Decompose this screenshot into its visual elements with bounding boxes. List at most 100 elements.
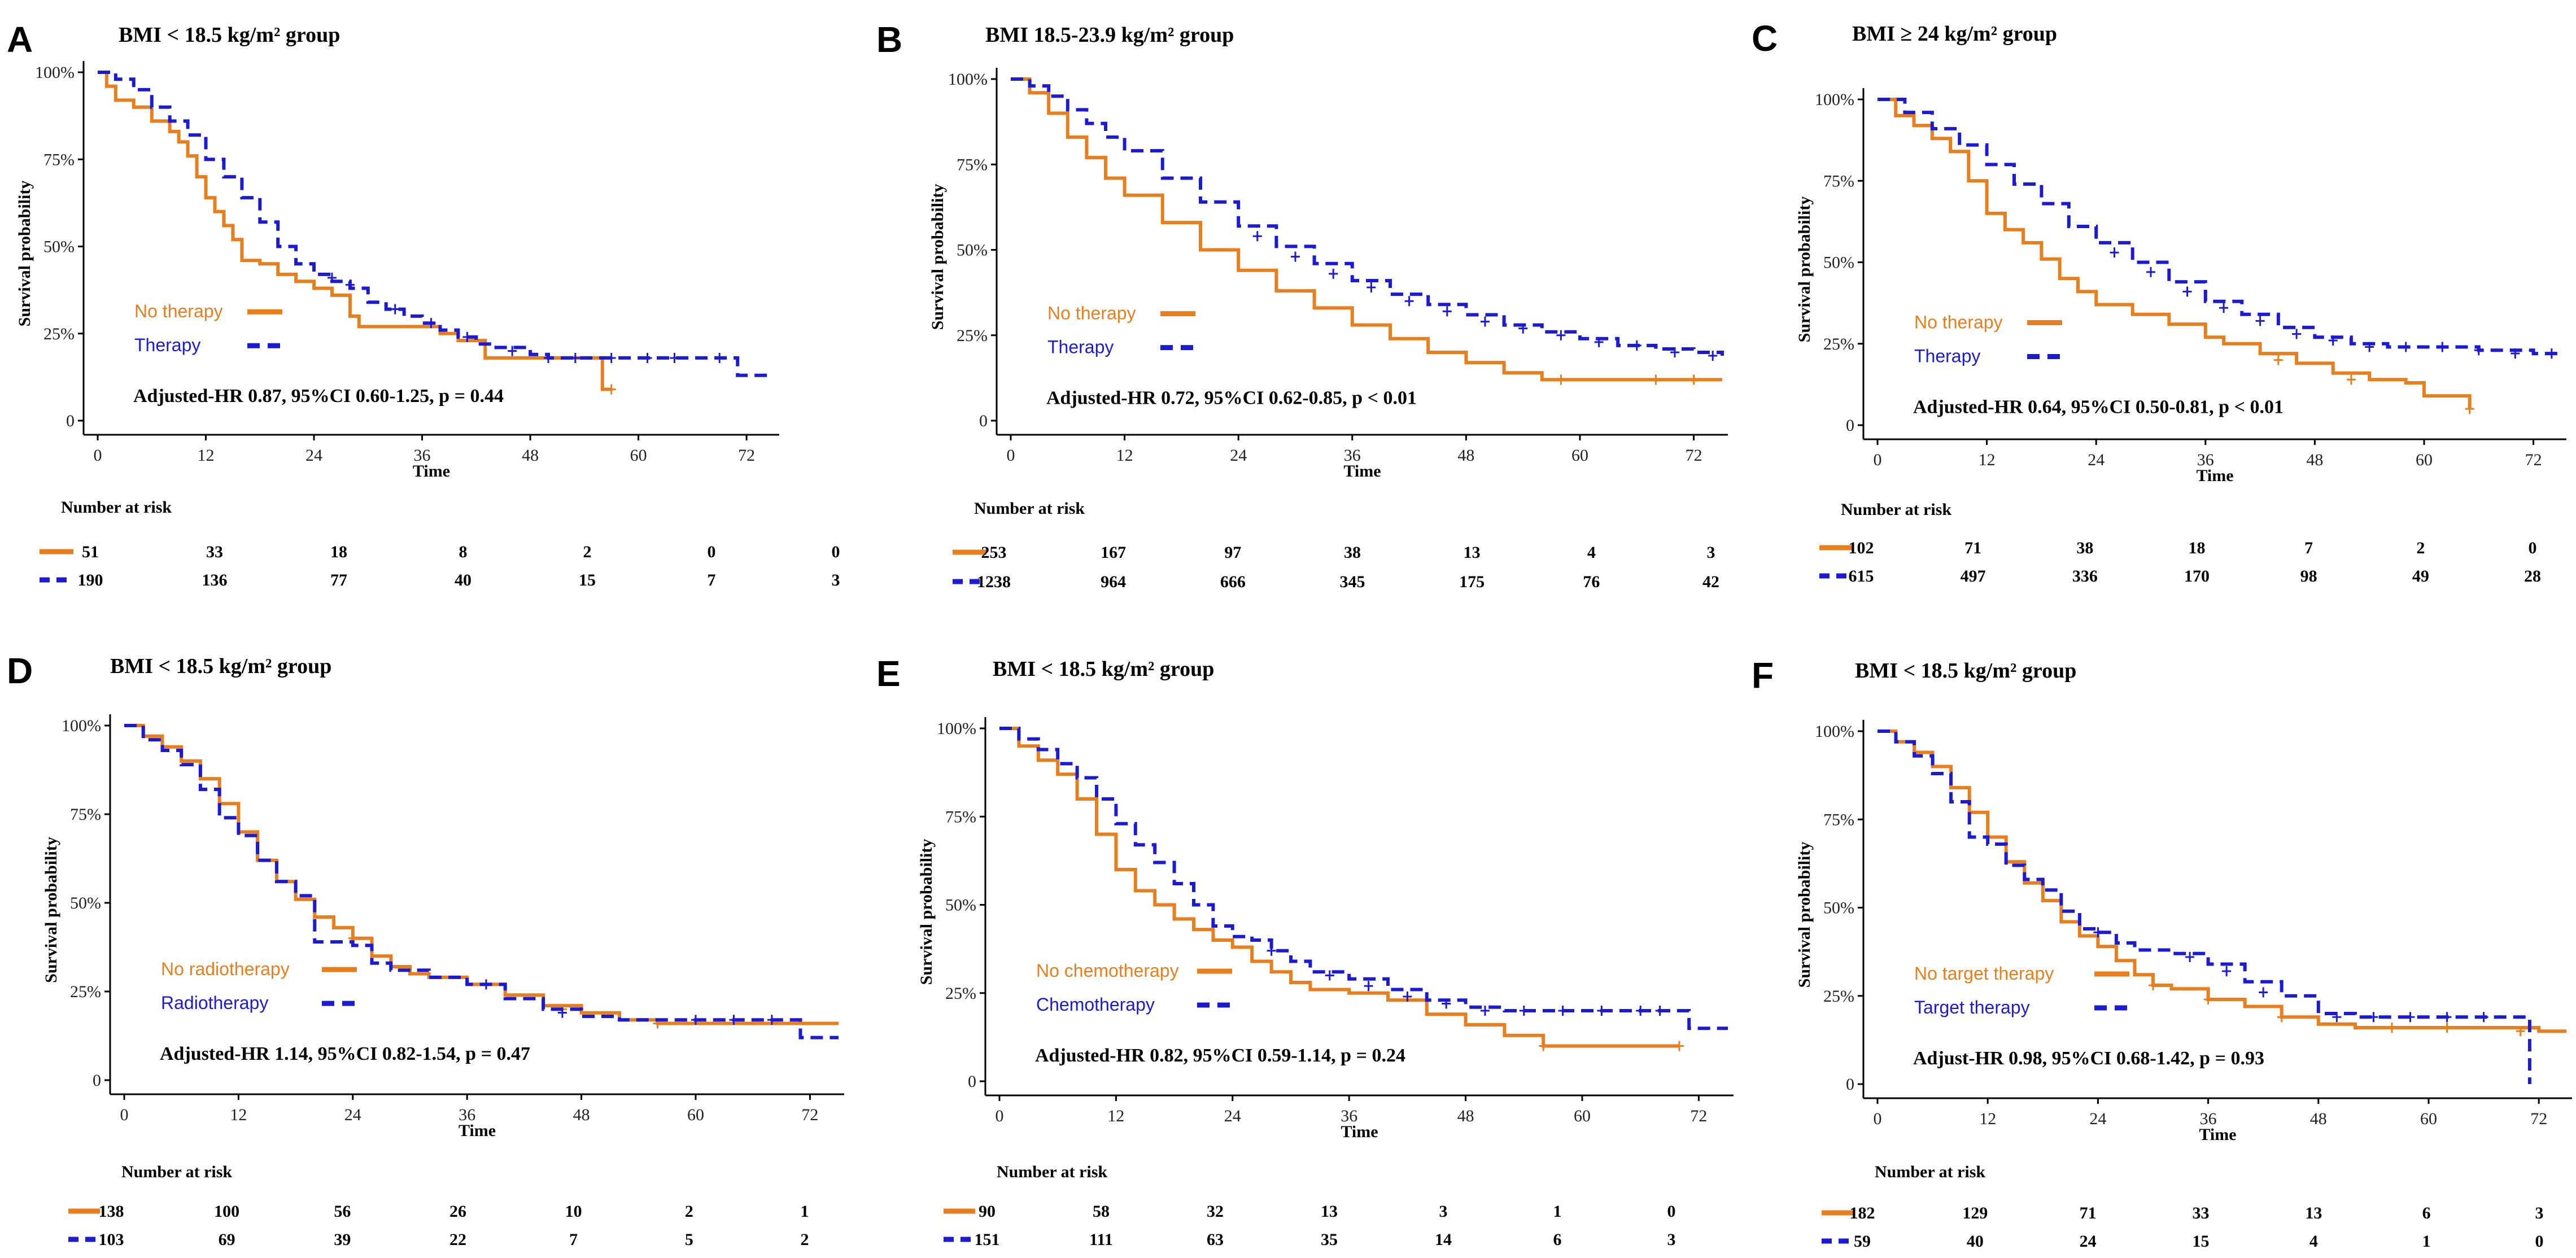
risk-cell: 336 — [2072, 567, 2098, 586]
x-tick-label: 48 — [522, 446, 539, 465]
risk-cell: 175 — [1459, 573, 1485, 591]
risk-cell: 18 — [2189, 539, 2206, 557]
x-tick-label: 24 — [1230, 446, 1247, 465]
y-tick-label: 50% — [1823, 254, 1854, 272]
risk-cell: 71 — [2080, 1204, 2097, 1222]
y-tick-label: 0 — [1846, 416, 1854, 435]
survival-curve-reference — [999, 727, 1679, 1048]
x-tick-label: 0 — [996, 1107, 1004, 1125]
risk-cell: 28 — [2524, 567, 2541, 586]
risk-cell: 7 — [2304, 539, 2313, 557]
risk-cell: 13 — [1464, 543, 1481, 562]
risk-cell: 15 — [2193, 1232, 2210, 1251]
risk-cell: 103 — [99, 1230, 124, 1249]
x-tick-label: 60 — [2416, 451, 2433, 469]
y-tick-label: 0 — [968, 1072, 976, 1091]
risk-cell: 0 — [708, 543, 716, 561]
x-tick-label: 36 — [1344, 446, 1361, 465]
panel-B: B BMI 18.5-23.9 kg/m² group 0 25% 50% 75% 100%… — [876, 19, 1728, 591]
risk-cell: 5 — [685, 1230, 693, 1249]
survival-curve-treated — [98, 71, 774, 377]
risk-cell: 13 — [1321, 1202, 1338, 1221]
x-axis-label: Time — [2196, 466, 2233, 485]
risk-cell: 136 — [202, 571, 228, 589]
risk-cell: 3 — [832, 571, 840, 589]
x-tick-label: 48 — [1457, 1107, 1474, 1125]
risk-cell: 182 — [1850, 1204, 1875, 1222]
y-tick-label: 0 — [1846, 1075, 1854, 1094]
risk-cell: 2 — [583, 543, 592, 561]
risk-cell: 40 — [455, 571, 471, 589]
risk-cell: 666 — [1220, 573, 1246, 591]
y-axis-label: Survival probability — [42, 837, 60, 983]
y-tick-label: 0 — [979, 412, 988, 430]
panel-title: BMI ≥ 24 kg/m² group — [1852, 22, 2057, 46]
risk-cell: 18 — [330, 543, 347, 561]
survival-curve-treated — [124, 724, 839, 1039]
x-tick-label: 0 — [94, 446, 102, 465]
risk-cell: 4 — [1587, 543, 1596, 562]
risk-cell: 33 — [206, 543, 223, 561]
risk-cell: 0 — [2529, 539, 2537, 557]
risk-cell: 2 — [685, 1202, 693, 1221]
x-tick-label: 24 — [1224, 1107, 1241, 1125]
risk-cell: 71 — [1964, 539, 1981, 557]
legend-label: No chemotherapy — [1036, 960, 1179, 981]
legend-label: No target therapy — [1914, 963, 2054, 984]
y-tick-label: 75% — [945, 807, 976, 826]
y-axis-label: Survival probability — [15, 181, 34, 327]
x-tick-label: 36 — [414, 446, 431, 465]
x-axis-label: Time — [2199, 1125, 2236, 1144]
legend-label: Therapy — [134, 335, 200, 355]
risk-cell: 13 — [2305, 1204, 2322, 1222]
x-axis-label: Time — [1341, 1122, 1378, 1141]
legend-label: Target therapy — [1914, 997, 2030, 1017]
y-tick-label: 25% — [945, 984, 976, 1003]
risk-table-title: Number at risk — [121, 1163, 232, 1181]
x-tick-label: 72 — [801, 1106, 818, 1124]
risk-table-title: Number at risk — [997, 1163, 1107, 1181]
x-tick-label: 24 — [305, 446, 322, 465]
risk-cell: 38 — [1344, 543, 1361, 562]
x-tick-label: 72 — [1690, 1107, 1707, 1125]
y-tick-label: 50% — [1823, 899, 1854, 918]
x-tick-label: 48 — [1457, 446, 1474, 465]
y-tick-label: 25% — [1823, 987, 1854, 1006]
y-tick-label: 0 — [93, 1071, 101, 1090]
x-tick-label: 12 — [1107, 1107, 1124, 1125]
panel-letter: A — [7, 19, 33, 60]
x-tick-label: 72 — [2530, 1110, 2547, 1128]
legend-label: Chemotherapy — [1036, 994, 1155, 1015]
risk-cell: 3 — [1667, 1230, 1676, 1249]
risk-cell: 2 — [801, 1230, 809, 1249]
risk-cell: 167 — [1101, 543, 1126, 562]
risk-cell: 253 — [981, 543, 1007, 562]
x-tick-label: 72 — [738, 446, 755, 465]
risk-cell: 14 — [1435, 1230, 1452, 1249]
legend-label: Radiotherapy — [161, 993, 268, 1013]
y-tick-label: 100% — [1815, 722, 1854, 741]
risk-cell: 1 — [801, 1202, 809, 1221]
risk-cell: 964 — [1101, 573, 1126, 591]
panel-title: BMI < 18.5 kg/m² group — [993, 657, 1214, 681]
x-tick-label: 60 — [2420, 1110, 2437, 1128]
y-axis-label: Survival probability — [917, 839, 936, 985]
risk-cell: 3 — [1439, 1202, 1448, 1221]
risk-cell: 76 — [1583, 573, 1600, 591]
panel-title: BMI < 18.5 kg/m² group — [119, 23, 340, 47]
x-tick-label: 0 — [120, 1106, 129, 1124]
legend-label: Therapy — [1914, 346, 1980, 366]
risk-table-title: Number at risk — [1875, 1163, 1985, 1181]
y-tick-label: 100% — [948, 70, 988, 89]
risk-cell: 0 — [832, 543, 840, 561]
y-tick-label: 25% — [1823, 335, 1854, 353]
x-tick-label: 12 — [1979, 451, 1996, 469]
hr-annotation: Adjusted-HR 0.87, 95%CI 0.60-1.25, p = 0… — [133, 386, 504, 407]
risk-cell: 615 — [1849, 567, 1874, 586]
risk-cell: 8 — [459, 543, 468, 561]
legend-label: No therapy — [1047, 303, 1136, 324]
y-tick-label: 75% — [1823, 172, 1854, 190]
panel-letter: B — [876, 19, 902, 60]
